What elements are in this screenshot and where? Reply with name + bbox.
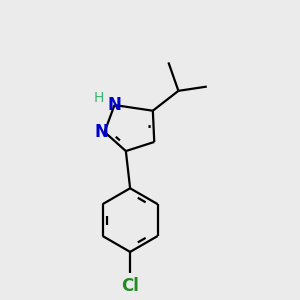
Text: Cl: Cl: [121, 278, 139, 296]
Text: N: N: [95, 123, 109, 141]
Text: N: N: [108, 96, 122, 114]
Text: H: H: [94, 91, 104, 105]
